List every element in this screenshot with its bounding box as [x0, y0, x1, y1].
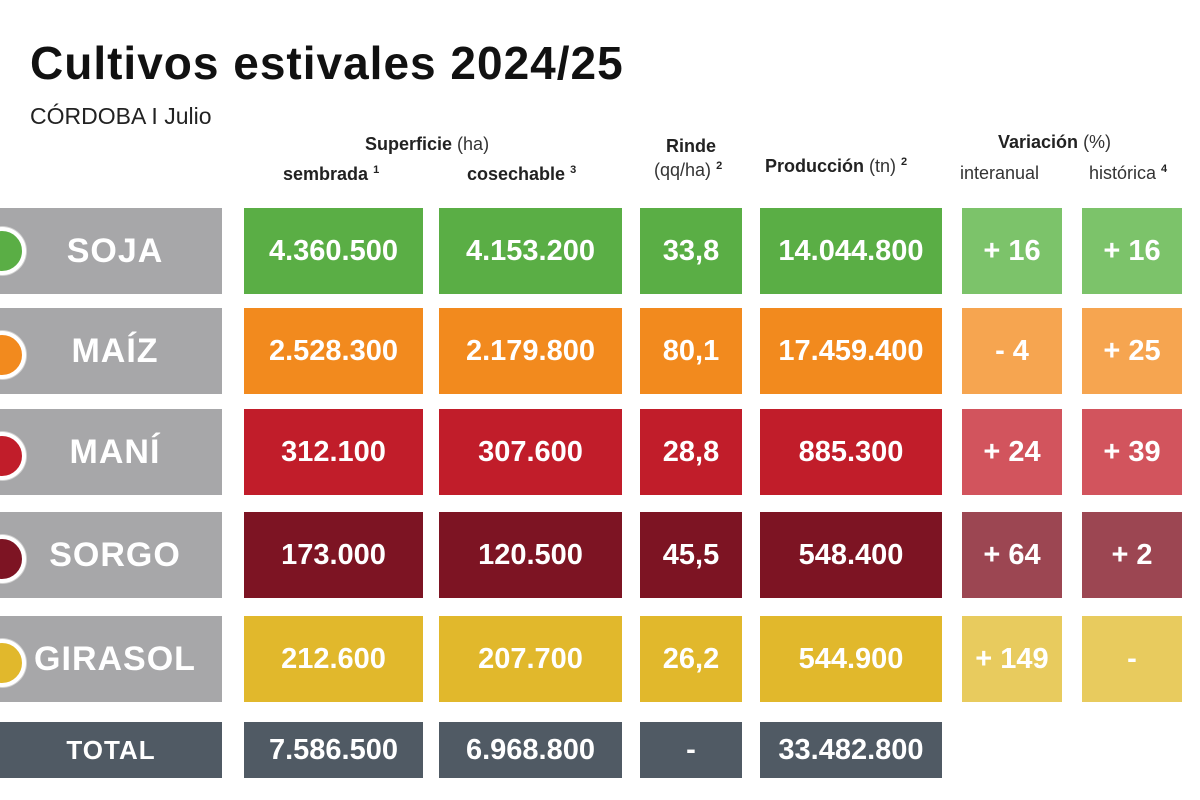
- cell-girasol-sembrada: 212.600: [244, 616, 423, 702]
- header-produccion-unit: (tn): [869, 156, 897, 176]
- header-superficie-unit: (ha): [457, 134, 490, 154]
- page-subtitle: CÓRDOBA I Julio: [30, 103, 212, 129]
- cell-sorgo-historica: + 2: [1082, 512, 1182, 598]
- cell-sorgo-cosechable: 120.500: [439, 512, 622, 598]
- header-cosechable-label: cosechable: [467, 164, 566, 184]
- header-sembrada-label: sembrada: [283, 164, 369, 184]
- cell-maiz-cosechable: 2.179.800: [439, 308, 622, 394]
- cell-girasol-cosechable: 207.700: [439, 616, 622, 702]
- crop-name: MAÍZ: [71, 331, 159, 370]
- cell-maiz-rinde: 80,1: [640, 308, 742, 394]
- cell-sorgo-sembrada: 173.000: [244, 512, 423, 598]
- crop-name: GIRASOL: [34, 639, 196, 678]
- total-rinde: -: [640, 722, 742, 778]
- cell-mani-cosechable: 307.600: [439, 409, 622, 495]
- header-historica-note: 4: [1161, 163, 1168, 175]
- cell-soja-produccion: 14.044.800: [760, 208, 942, 294]
- crop-name: SORGO: [49, 535, 181, 574]
- header-superficie: Superficie (ha): [365, 134, 489, 155]
- total-label: TOTAL: [0, 722, 222, 778]
- crop-label-mani: MANÍ: [0, 409, 222, 495]
- cell-sorgo-interanual: + 64: [962, 512, 1062, 598]
- header-variacion: Variación (%): [998, 132, 1111, 153]
- cell-maiz-historica: + 25: [1082, 308, 1182, 394]
- cell-girasol-historica: -: [1082, 616, 1182, 702]
- total-sembrada: 7.586.500: [244, 722, 423, 778]
- cell-mani-interanual: + 24: [962, 409, 1062, 495]
- crop-name: SOJA: [66, 231, 164, 270]
- total-produccion: 33.482.800: [760, 722, 942, 778]
- cell-girasol-rinde: 26,2: [640, 616, 742, 702]
- cell-soja-cosechable: 4.153.200: [439, 208, 622, 294]
- header-cosechable-note: 3: [570, 164, 577, 176]
- page-title: Cultivos estivales 2024/25: [30, 37, 624, 89]
- header-rinde-unit-row: (qq/ha) 2: [654, 160, 722, 181]
- header-interanual: interanual: [960, 163, 1039, 184]
- header-historica: histórica 4: [1089, 163, 1167, 184]
- header-rinde: Rinde: [666, 136, 716, 157]
- cell-maiz-produccion: 17.459.400: [760, 308, 942, 394]
- header-variacion-label: Variación: [998, 132, 1079, 152]
- header-rinde-unit: (qq/ha): [654, 160, 712, 180]
- header-produccion: Producción (tn) 2: [765, 156, 907, 177]
- header-interanual-label: interanual: [960, 163, 1040, 183]
- cell-mani-produccion: 885.300: [760, 409, 942, 495]
- crop-label-soja: SOJA: [0, 208, 222, 294]
- cell-sorgo-produccion: 548.400: [760, 512, 942, 598]
- crop-label-sorgo: SORGO: [0, 512, 222, 598]
- cell-girasol-interanual: + 149: [962, 616, 1062, 702]
- header-variacion-unit: (%): [1083, 132, 1112, 152]
- cell-soja-interanual: + 16: [962, 208, 1062, 294]
- header-historica-label: histórica: [1089, 163, 1157, 183]
- header-produccion-note: 2: [901, 156, 908, 168]
- header-rinde-note: 2: [716, 160, 723, 172]
- header-produccion-label: Producción: [765, 156, 865, 176]
- header-cosechable: cosechable 3: [467, 164, 576, 185]
- cell-maiz-interanual: - 4: [962, 308, 1062, 394]
- cell-sorgo-rinde: 45,5: [640, 512, 742, 598]
- cell-soja-rinde: 33,8: [640, 208, 742, 294]
- cell-soja-historica: + 16: [1082, 208, 1182, 294]
- cell-maiz-sembrada: 2.528.300: [244, 308, 423, 394]
- cell-mani-sembrada: 312.100: [244, 409, 423, 495]
- header-sembrada: sembrada 1: [283, 164, 379, 185]
- header-sembrada-note: 1: [373, 164, 380, 176]
- header-superficie-label: Superficie: [365, 134, 453, 154]
- cell-girasol-produccion: 544.900: [760, 616, 942, 702]
- crop-name: MANÍ: [69, 432, 161, 471]
- cell-mani-rinde: 28,8: [640, 409, 742, 495]
- crop-label-maiz: MAÍZ: [0, 308, 222, 394]
- cell-soja-sembrada: 4.360.500: [244, 208, 423, 294]
- header-rinde-label: Rinde: [666, 136, 717, 156]
- cell-mani-historica: + 39: [1082, 409, 1182, 495]
- crop-label-girasol: GIRASOL: [0, 616, 222, 702]
- total-cosechable: 6.968.800: [439, 722, 622, 778]
